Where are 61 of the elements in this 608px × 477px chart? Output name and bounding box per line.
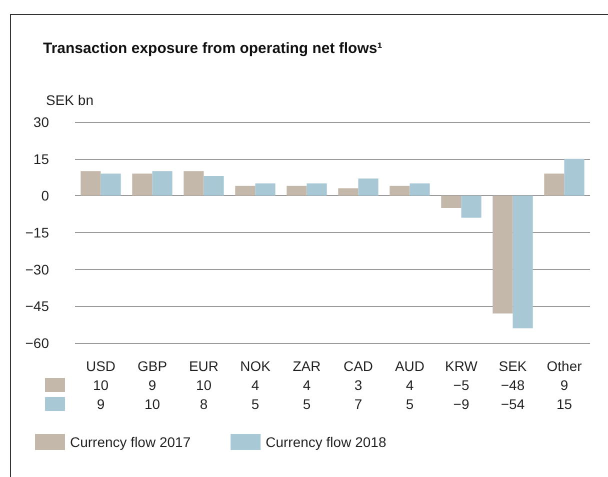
bar <box>564 158 584 196</box>
data-label: −5 <box>453 377 470 393</box>
x-tick-label: CAD <box>343 358 374 374</box>
x-tick-label: GBP <box>137 358 168 374</box>
x-tick-label: SEK <box>498 358 528 374</box>
y-tick-label: 0 <box>41 188 50 204</box>
data-label: 4 <box>251 377 260 393</box>
y-tick-label: −15 <box>25 224 50 240</box>
data-label: 8 <box>200 396 208 412</box>
bar <box>204 176 224 196</box>
bar <box>132 174 152 196</box>
legend-label: Currency flow 2017 <box>70 434 191 450</box>
data-label: 3 <box>354 377 362 393</box>
data-label: 5 <box>251 396 260 412</box>
data-label: 9 <box>148 377 156 393</box>
data-label: 9 <box>96 396 105 412</box>
data-label: −48 <box>500 377 525 393</box>
bar <box>461 196 482 218</box>
bar <box>441 196 462 208</box>
y-tick-label: −60 <box>25 335 50 351</box>
y-axis-title: SEK bn <box>46 92 94 108</box>
bar <box>255 183 276 196</box>
data-label: −9 <box>453 396 470 412</box>
bar <box>184 171 204 196</box>
data-label: 10 <box>92 377 109 393</box>
bar <box>358 178 378 196</box>
bar <box>235 186 256 196</box>
chart-title: Transaction exposure from operating net flows¹ <box>43 40 382 57</box>
bar <box>100 174 121 196</box>
y-tick-label: 30 <box>33 114 50 130</box>
x-tick-label: NOK <box>240 358 272 374</box>
data-label: 4 <box>302 377 311 393</box>
x-tick-label: AUD <box>394 358 425 374</box>
bar <box>544 174 564 196</box>
data-label: 5 <box>406 396 414 412</box>
x-tick-label: Other <box>546 358 582 374</box>
x-tick-label: USD <box>86 358 116 374</box>
y-tick-label: −30 <box>25 261 50 278</box>
data-label: 5 <box>302 396 311 412</box>
data-label: 4 <box>406 377 414 393</box>
x-tick-label: ZAR <box>292 358 321 374</box>
data-label: −54 <box>500 396 525 412</box>
bar <box>286 186 307 196</box>
data-label: 10 <box>196 377 212 393</box>
bar <box>152 171 172 196</box>
y-tick-label: −45 <box>25 298 50 314</box>
bar <box>338 188 358 196</box>
legend-label: Currency flow 2018 <box>266 434 386 450</box>
y-tick-label: 15 <box>33 150 50 167</box>
data-label: 7 <box>354 396 362 412</box>
bar <box>306 183 327 196</box>
bar <box>410 183 430 196</box>
bar <box>492 196 513 314</box>
data-label: 10 <box>144 396 160 412</box>
data-label: 15 <box>556 396 572 412</box>
bar <box>80 171 101 196</box>
data-label: 9 <box>560 377 568 393</box>
x-tick-label: KRW <box>445 358 478 374</box>
bar <box>390 186 410 196</box>
bar <box>512 196 533 328</box>
x-tick-label: EUR <box>188 358 219 374</box>
